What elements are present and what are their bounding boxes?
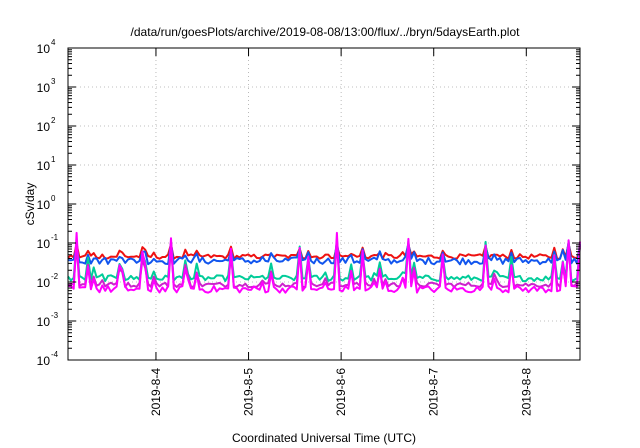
x-tick-label: 2019-8-7	[427, 368, 441, 416]
y-tick-label: 104	[37, 38, 56, 56]
x-axis: 2019-8-4 2019-8-5 2019-8-6 2019-8-7 2019-8-8	[149, 48, 533, 416]
y-tick-exponent: 4	[51, 38, 56, 47]
series-layer	[67, 231, 581, 294]
y-tick-exponent: -2	[51, 272, 59, 281]
y-tick-exponent: 0	[51, 194, 56, 203]
y-tick-label: 101	[37, 155, 56, 173]
y-tick-exponent: -1	[51, 233, 59, 242]
series-line	[67, 231, 581, 294]
y-tick-label: 10-4	[37, 350, 59, 368]
chart-title: /data/run/goesPlots/archive/2019-08-08/1…	[131, 25, 521, 39]
y-tick-label: 100	[37, 194, 56, 212]
x-axis-label: Coordinated Universal Time (UTC)	[232, 431, 416, 445]
y-tick-exponent: -4	[51, 350, 59, 359]
y-axis-label: cSv/day	[23, 183, 37, 226]
y-tick-label: 10-2	[37, 272, 59, 290]
series-line	[67, 238, 581, 283]
y-tick-label: 10-1	[37, 233, 59, 251]
series-line	[67, 241, 581, 289]
y-tick-exponent: 1	[51, 155, 56, 164]
y-tick-exponent: 2	[51, 116, 56, 125]
x-tick-label: 2019-8-4	[149, 368, 163, 416]
y-tick-label: 102	[37, 116, 56, 134]
x-tick-label: 2019-8-5	[242, 368, 256, 416]
x-tick-label: 2019-8-8	[519, 368, 533, 416]
y-tick-exponent: -3	[51, 311, 59, 320]
y-tick-exponent: 3	[51, 77, 56, 86]
y-tick-label: 103	[37, 77, 56, 95]
x-tick-label: 2019-8-6	[334, 368, 348, 416]
y-tick-label: 10-3	[37, 311, 59, 329]
grid-lines	[68, 48, 580, 360]
series-line	[67, 240, 581, 266]
